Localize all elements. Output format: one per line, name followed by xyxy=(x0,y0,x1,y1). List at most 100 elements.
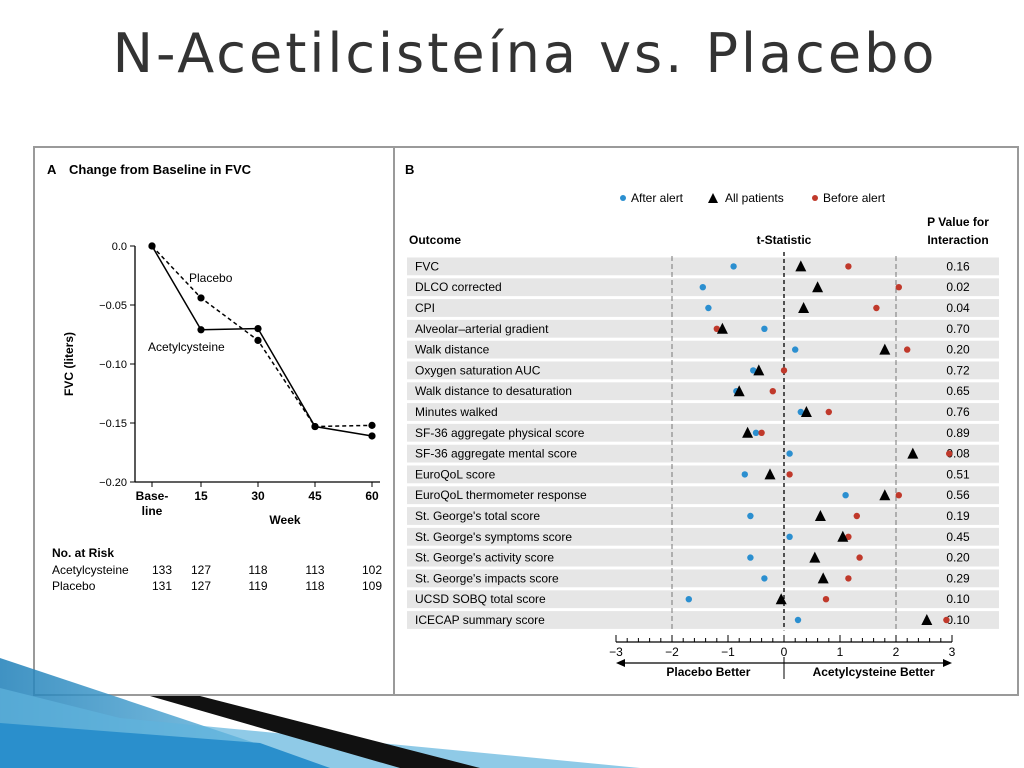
point-all-patients xyxy=(879,489,891,501)
row-background xyxy=(407,319,999,338)
point-all-patients xyxy=(809,551,821,563)
p-value: 0.10 xyxy=(946,613,970,627)
p-value: 0.02 xyxy=(946,280,970,294)
point-all-patients xyxy=(907,447,919,459)
point-before-alert xyxy=(856,554,863,561)
outcome-label: ICECAP summary score xyxy=(415,613,545,627)
point-all-patients xyxy=(716,322,728,334)
risk-row-label: Acetylcysteine xyxy=(52,563,129,577)
risk-row-value: 127 xyxy=(191,579,211,593)
x-axis-title: Week xyxy=(269,513,300,527)
outcome-label: St. George's symptoms score xyxy=(415,530,572,544)
x-tick-label: 30 xyxy=(251,489,265,503)
figure-frame: A Change from Baseline in FVC 0.0 −0.05 −0.1… xyxy=(33,146,1019,696)
risk-row-value: 127 xyxy=(191,563,211,577)
point-after-alert xyxy=(750,367,757,374)
point-after-alert xyxy=(792,346,799,353)
outcome-label: DLCO corrected xyxy=(415,280,502,294)
point-before-alert xyxy=(825,408,832,416)
p-value: 0.10 xyxy=(946,592,970,606)
p-value: 0.20 xyxy=(946,343,970,357)
y-axis-title: FVC (liters) xyxy=(62,332,76,396)
panel-b-letter: B xyxy=(405,162,414,177)
row-background xyxy=(407,548,999,567)
outcome-label: SF-36 aggregate physical score xyxy=(415,426,585,440)
y-tick-label: −0.10 xyxy=(99,359,127,371)
point-all-patients xyxy=(879,343,891,355)
legend-marker-after-alert xyxy=(620,195,626,201)
point-all-patients xyxy=(775,593,787,605)
point-before-alert xyxy=(873,304,880,312)
x-tick-label: 0 xyxy=(781,645,788,659)
point-after-alert xyxy=(752,429,760,436)
row-background xyxy=(407,444,999,463)
slide-title: N-Acetilcisteína vs. Placebo xyxy=(112,22,938,85)
series-label-placebo: Placebo xyxy=(189,271,233,285)
data-point-acetylcysteine xyxy=(368,432,376,440)
x-tick-label: −3 xyxy=(609,645,623,659)
point-before-alert xyxy=(769,388,776,395)
p-value: 0.45 xyxy=(946,530,970,544)
point-after-alert xyxy=(797,408,804,416)
risk-row-value: 118 xyxy=(305,579,324,593)
p-value: 0.65 xyxy=(946,384,970,398)
column-header-outcome: Outcome xyxy=(409,233,461,247)
outcome-label: EuroQoL thermometer response xyxy=(415,488,587,502)
row-background xyxy=(407,486,999,505)
data-point-acetylcysteine xyxy=(254,325,262,333)
point-after-alert xyxy=(761,575,768,582)
column-header-p-value: P Value for xyxy=(927,215,989,229)
x-tick-label: 45 xyxy=(308,489,322,503)
legend-marker-before-alert xyxy=(812,195,818,201)
p-value: 0.70 xyxy=(946,322,970,336)
outcome-label: CPI xyxy=(415,301,435,315)
point-all-patients xyxy=(814,510,826,521)
point-after-alert xyxy=(761,325,768,332)
data-point-placebo xyxy=(368,421,376,429)
point-before-alert xyxy=(943,616,950,624)
x-tick-label: 3 xyxy=(949,645,956,659)
point-all-patients xyxy=(837,530,849,542)
p-value: 0.89 xyxy=(946,426,970,440)
p-value: 0.29 xyxy=(946,571,970,585)
outcome-label: Alveolar–arterial gradient xyxy=(415,322,549,336)
row-background xyxy=(407,465,999,484)
panel-a: A Change from Baseline in FVC 0.0 −0.05 −0.1… xyxy=(35,148,395,694)
risk-row-value: 119 xyxy=(248,579,267,593)
t-statistic-forest-plot: B After alert All patients Before alert Outc… xyxy=(405,162,999,679)
data-point-acetylcysteine xyxy=(197,326,205,334)
point-all-patients xyxy=(742,426,754,438)
p-value: 0.19 xyxy=(946,509,970,523)
series-label-acetylcysteine: Acetylcysteine xyxy=(148,340,225,354)
risk-row-value: 102 xyxy=(362,563,382,577)
point-after-alert xyxy=(741,471,748,478)
x-tick-label: 60 xyxy=(365,489,379,503)
risk-row-value: 133 xyxy=(152,563,172,577)
x-tick-label: 1 xyxy=(837,645,844,659)
outcome-label: St. George's impacts score xyxy=(415,571,559,585)
panel-a-heading: Change from Baseline in FVC xyxy=(69,162,252,177)
x-tick-label: −1 xyxy=(721,645,735,659)
y-tick-label: −0.15 xyxy=(99,418,127,430)
outcome-label: Minutes walked xyxy=(415,405,498,419)
row-background xyxy=(407,340,999,359)
legend-label-after-alert: After alert xyxy=(631,191,684,205)
point-before-alert xyxy=(845,533,852,540)
row-background xyxy=(407,403,999,421)
point-all-patients xyxy=(800,406,812,417)
p-value: 0.16 xyxy=(946,259,970,273)
data-point-placebo xyxy=(254,336,262,344)
data-point-acetylcysteine xyxy=(311,422,319,431)
point-after-alert xyxy=(747,554,754,561)
data-point-placebo xyxy=(197,294,205,302)
p-value: 0.56 xyxy=(946,488,970,502)
arrow-head-left xyxy=(616,659,625,667)
x-tick-label: −2 xyxy=(665,645,679,659)
point-before-alert xyxy=(895,492,902,499)
point-before-alert xyxy=(845,263,852,270)
point-all-patients xyxy=(795,260,807,272)
x-tick-label: line xyxy=(142,504,163,518)
p-value: 0.76 xyxy=(946,405,970,419)
point-before-alert xyxy=(758,429,765,436)
outcome-label: EuroQoL score xyxy=(415,467,496,481)
